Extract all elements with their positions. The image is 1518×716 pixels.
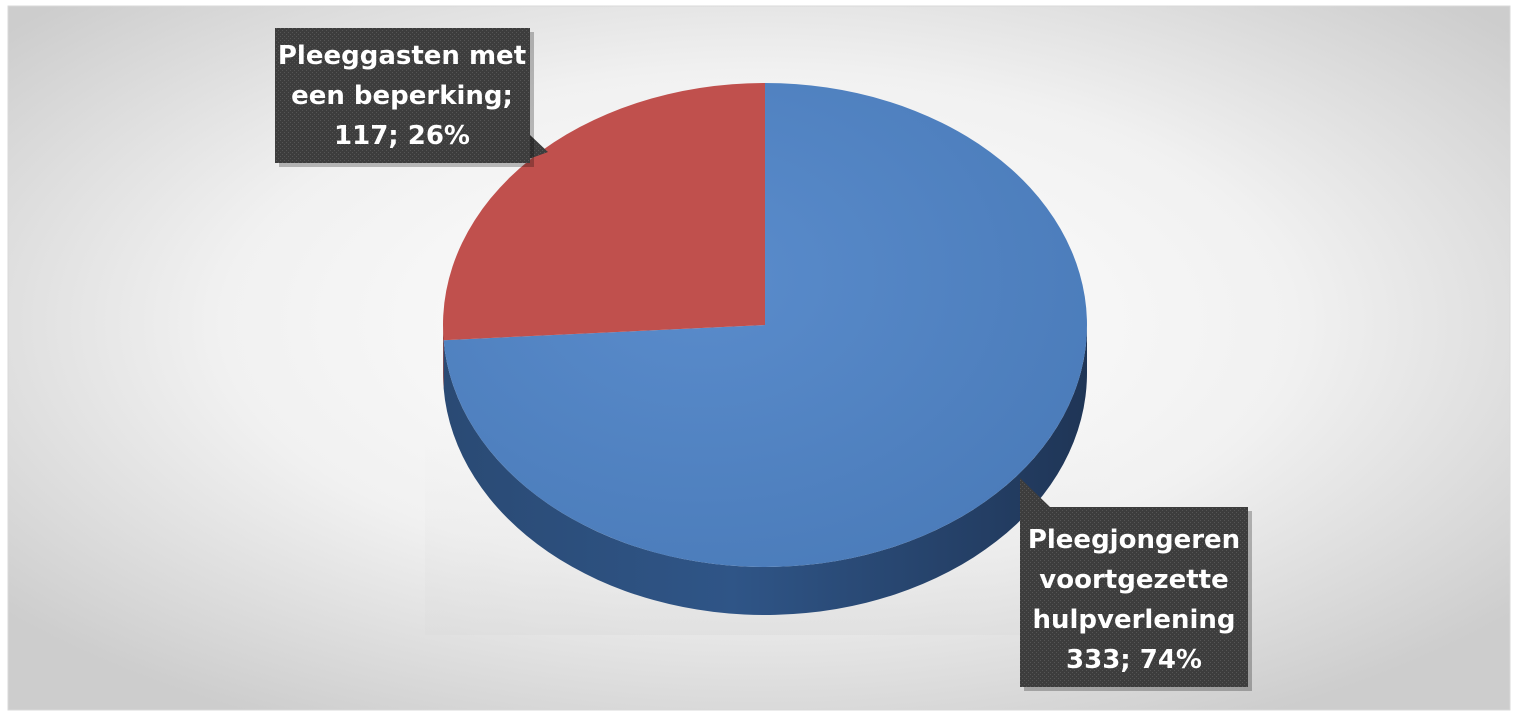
pie-slice-2 [443, 83, 765, 341]
pie-side-blue [443, 325, 1088, 616]
data-label-text: 333; 74% [1066, 645, 1202, 675]
data-labels: Pleegjongeren voortgezette hulpverlening 33… [275, 28, 1252, 691]
data-label-text: Pleegjongeren [1028, 525, 1240, 555]
data-label-text: 117; 26% [334, 121, 470, 151]
data-label-box-1 [1020, 507, 1248, 687]
data-label-text: een beperking; [291, 81, 513, 111]
data-label-text: hulpverlening [1032, 605, 1235, 635]
data-label-text: voortgezette [1039, 565, 1228, 595]
data-label-text: Pleeggasten met [278, 41, 526, 71]
pie-side-red [443, 325, 444, 389]
pie-top-surface [443, 83, 1088, 567]
pie-side-walls [443, 325, 1088, 616]
pie-slice-1 [443, 83, 1088, 567]
data-label-box-2 [275, 28, 530, 163]
